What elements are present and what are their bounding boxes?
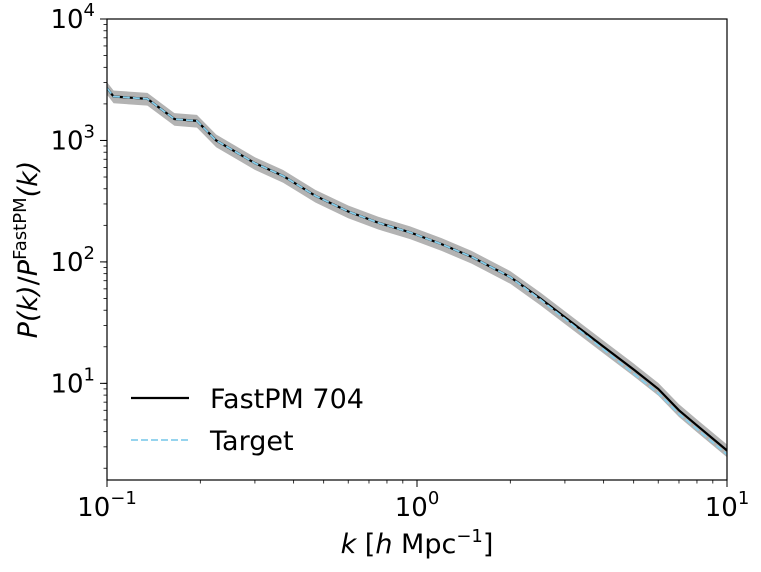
y-axis-label-denominator: P xyxy=(13,259,44,276)
y-tick-label-base: 10 xyxy=(50,248,83,278)
x-tick-label: 101 xyxy=(705,488,750,523)
y-axis-label-numerator: P(k) xyxy=(13,285,44,338)
y-tick-label-base: 10 xyxy=(50,126,83,156)
y-tick-label: 104 xyxy=(50,0,95,35)
x-axis-label-unit: Mpc xyxy=(392,529,456,560)
y-tick-label-exponent: 4 xyxy=(84,0,95,21)
y-axis-label-slash: / xyxy=(13,275,44,285)
x-tick-label-exponent: −1 xyxy=(110,488,137,509)
y-tick-label-exponent: 2 xyxy=(84,243,95,264)
x-tick-label: 10−1 xyxy=(77,488,137,523)
y-tick-label-exponent: 1 xyxy=(84,364,95,385)
plot-frame xyxy=(106,18,728,481)
x-axis-label-bracket: [ xyxy=(356,529,375,560)
y-tick-label-base: 10 xyxy=(50,5,83,35)
legend-label-fastpm-704: FastPM 704 xyxy=(210,384,364,415)
y-tick-label: 102 xyxy=(50,243,95,278)
x-tick-label-exponent: 1 xyxy=(738,488,749,509)
x-tick-label-base: 10 xyxy=(395,493,428,523)
x-axis-label-symbol: k xyxy=(341,529,358,560)
x-tick-label-exponent: 0 xyxy=(428,488,439,509)
ticks-layer xyxy=(100,18,728,487)
x-axis-label-exponent: −1 xyxy=(456,526,483,547)
series-target-line xyxy=(107,87,727,456)
x-axis-label-unit-h: h xyxy=(375,529,392,560)
x-axis-label-close: ] xyxy=(483,529,494,560)
x-axis-label: k [h Mpc−1] xyxy=(341,526,494,560)
x-tick-label-base: 10 xyxy=(705,493,738,523)
series-fastpm-704-band xyxy=(107,82,727,458)
plot-layer xyxy=(107,82,727,458)
y-tick-label: 103 xyxy=(50,121,95,156)
series-fastpm-704-line xyxy=(107,87,727,452)
y-tick-label-exponent: 3 xyxy=(84,121,95,142)
y-axis-label-superscript: FastPM xyxy=(10,197,31,260)
y-tick-label: 101 xyxy=(50,364,95,399)
y-axis-label-tail: (k) xyxy=(13,161,44,198)
x-tick-label: 100 xyxy=(395,488,440,523)
y-tick-label-base: 10 xyxy=(50,369,83,399)
x-tick-label-base: 10 xyxy=(77,493,110,523)
legend: FastPM 704 Target xyxy=(131,384,364,457)
legend-label-target: Target xyxy=(209,426,294,457)
y-axis-label: P(k)/PFastPM(k) xyxy=(10,161,44,339)
